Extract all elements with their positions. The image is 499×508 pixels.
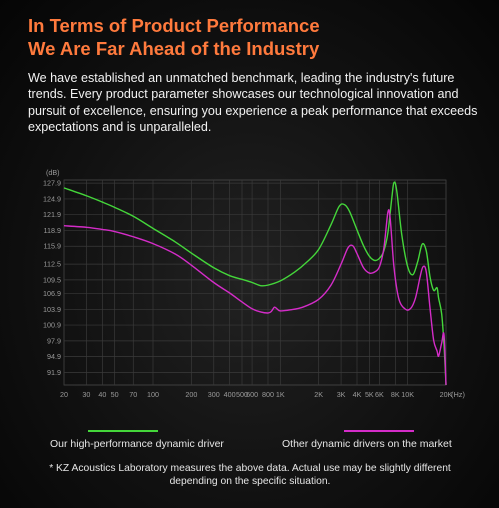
legend-swatch-other-driver: [344, 430, 414, 432]
headline-line-1: In Terms of Product Performance: [28, 15, 320, 36]
x-tick-label: 400: [224, 390, 236, 399]
x-tick-label: 2K: [314, 390, 323, 399]
y-tick-label: 100.9: [43, 321, 61, 330]
x-tick-label: 800: [262, 390, 274, 399]
x-tick-label: 500: [236, 390, 248, 399]
x-tick-label: 600: [246, 390, 258, 399]
footnote: * KZ Acoustics Laboratory measures the a…: [49, 463, 451, 487]
headline-line-2: We Are Far Ahead of the Industry: [28, 38, 320, 59]
y-axis-unit-label: (dB): [46, 168, 60, 177]
x-tick-label: 20: [60, 390, 68, 399]
x-tick-label: 8K: [391, 390, 400, 399]
y-tick-label: 121.9: [43, 210, 61, 219]
y-tick-label: 115.9: [44, 242, 61, 251]
y-tick-label: 112.5: [44, 260, 61, 269]
x-tick-label: 6K: [375, 390, 384, 399]
x-tick-label: 3K: [337, 390, 346, 399]
x-tick-label: 200: [185, 390, 197, 399]
y-tick-label: 106.9: [43, 289, 61, 298]
y-tick-label: 109.5: [43, 275, 61, 284]
x-tick-label: 1K: [276, 390, 285, 399]
x-tick-label: 300: [208, 390, 220, 399]
frequency-response-chart: 127.9 124.9 121.9 118.9 115.9 112.5 109.5 106.9…: [43, 168, 465, 399]
y-tick-label: 127.9: [43, 179, 61, 188]
legend-label-other-driver: Other dynamic drivers on the market: [282, 438, 452, 450]
description-text: We have established an unmatched benchma…: [28, 71, 478, 134]
y-axis-ticks: 127.9 124.9 121.9 118.9 115.9 112.5 109.5 106.9…: [43, 179, 61, 377]
x-tick-label: 100: [147, 390, 159, 399]
headline: In Terms of Product Performance We Are F…: [28, 14, 320, 60]
x-axis-unit-label: (Hz): [451, 390, 465, 399]
x-tick-label: 20K: [440, 390, 453, 399]
y-tick-label: 124.9: [43, 194, 61, 203]
x-tick-label: 50: [111, 390, 119, 399]
y-tick-label: 118.9: [44, 226, 61, 235]
x-tick-label: 30: [82, 390, 90, 399]
chart-series: [63, 181, 447, 386]
series-line-our-driver: [63, 181, 447, 386]
chart-grid: [63, 179, 447, 386]
x-tick-label: 70: [129, 390, 137, 399]
series-line-other-driver: [63, 209, 447, 386]
y-tick-label: 103.9: [43, 305, 61, 314]
x-tick-label: 5K: [365, 390, 374, 399]
y-tick-label: 91.9: [47, 368, 61, 377]
x-tick-label: 4K: [353, 390, 362, 399]
legend-label-our-driver: Our high-performance dynamic driver: [50, 438, 224, 450]
legend-swatch-our-driver: [88, 430, 158, 432]
x-tick-label: 10K: [401, 390, 414, 399]
y-tick-label: 97.9: [47, 336, 61, 345]
y-tick-label: 94.9: [47, 352, 61, 361]
x-tick-label: 40: [98, 390, 106, 399]
